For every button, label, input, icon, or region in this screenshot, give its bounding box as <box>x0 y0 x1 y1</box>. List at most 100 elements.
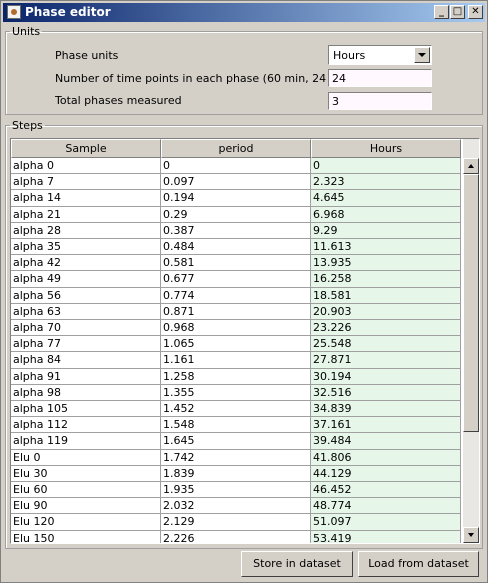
minimize-button[interactable]: _ <box>434 5 449 19</box>
cell-period[interactable]: 0.484 <box>161 239 311 256</box>
table-row[interactable]: alpha 77 1.065 25.548 <box>11 336 461 353</box>
table-row[interactable]: Elu 60 1.935 46.452 <box>11 482 461 499</box>
table-row[interactable]: Elu 150 2.226 53.419 <box>11 530 461 543</box>
cell-period[interactable]: 1.935 <box>161 482 311 499</box>
cell-hours[interactable]: 44.129 <box>311 465 461 482</box>
cell-hours[interactable]: 23.226 <box>311 320 461 337</box>
cell-period[interactable]: 2.226 <box>161 530 311 543</box>
cell-sample[interactable]: alpha 84 <box>11 352 161 369</box>
cell-sample[interactable]: alpha 42 <box>11 255 161 272</box>
table-row[interactable]: alpha 70 0.968 23.226 <box>11 320 461 337</box>
cell-hours[interactable]: 16.258 <box>311 271 461 288</box>
table-row[interactable]: alpha 14 0.194 4.645 <box>11 190 461 207</box>
load-from-dataset-button[interactable]: Load from dataset <box>358 551 479 577</box>
cell-hours[interactable]: 0 <box>311 158 461 175</box>
cell-hours[interactable]: 37.161 <box>311 417 461 434</box>
cell-hours[interactable]: 6.968 <box>311 206 461 223</box>
vertical-scrollbar[interactable] <box>463 139 479 543</box>
cell-sample[interactable]: alpha 35 <box>11 239 161 256</box>
title-bar[interactable]: Phase editor _ □ ✕ <box>3 3 485 22</box>
column-header-sample[interactable]: Sample <box>11 139 161 158</box>
cell-sample[interactable]: Elu 60 <box>11 482 161 499</box>
cell-period[interactable]: 1.258 <box>161 368 311 385</box>
cell-hours[interactable]: 48.774 <box>311 498 461 515</box>
close-button[interactable]: ✕ <box>468 5 483 19</box>
cell-sample[interactable]: Elu 120 <box>11 514 161 531</box>
cell-period[interactable]: 2.032 <box>161 498 311 515</box>
time-points-input[interactable]: 24 <box>328 69 432 87</box>
cell-hours[interactable]: 4.645 <box>311 190 461 207</box>
cell-period[interactable]: 1.452 <box>161 401 311 418</box>
cell-hours[interactable]: 34.839 <box>311 401 461 418</box>
cell-period[interactable]: 0.097 <box>161 174 311 191</box>
cell-period[interactable]: 0.581 <box>161 255 311 272</box>
cell-sample[interactable]: Elu 0 <box>11 449 161 466</box>
cell-sample[interactable]: Elu 30 <box>11 465 161 482</box>
cell-sample[interactable]: alpha 98 <box>11 384 161 401</box>
table-row[interactable]: alpha 84 1.161 27.871 <box>11 352 461 369</box>
phase-units-dropdown[interactable]: Hours <box>328 45 432 65</box>
cell-period[interactable]: 1.645 <box>161 433 311 450</box>
cell-sample[interactable]: alpha 21 <box>11 206 161 223</box>
table-row[interactable]: alpha 56 0.774 18.581 <box>11 287 461 304</box>
table-row[interactable]: alpha 42 0.581 13.935 <box>11 255 461 272</box>
cell-hours[interactable]: 2.323 <box>311 174 461 191</box>
cell-hours[interactable]: 11.613 <box>311 239 461 256</box>
cell-period[interactable]: 1.548 <box>161 417 311 434</box>
cell-hours[interactable]: 30.194 <box>311 368 461 385</box>
cell-period[interactable]: 0.774 <box>161 287 311 304</box>
table-row[interactable]: alpha 21 0.29 6.968 <box>11 206 461 223</box>
table-row[interactable]: alpha 63 0.871 20.903 <box>11 303 461 320</box>
cell-sample[interactable]: alpha 77 <box>11 336 161 353</box>
cell-hours[interactable]: 18.581 <box>311 287 461 304</box>
cell-sample[interactable]: alpha 28 <box>11 222 161 239</box>
cell-period[interactable]: 0.29 <box>161 206 311 223</box>
cell-hours[interactable]: 27.871 <box>311 352 461 369</box>
cell-period[interactable]: 1.742 <box>161 449 311 466</box>
cell-sample[interactable]: alpha 105 <box>11 401 161 418</box>
cell-hours[interactable]: 32.516 <box>311 384 461 401</box>
cell-hours[interactable]: 25.548 <box>311 336 461 353</box>
cell-hours[interactable]: 46.452 <box>311 482 461 499</box>
table-row[interactable]: alpha 98 1.355 32.516 <box>11 384 461 401</box>
scroll-down-button[interactable] <box>463 527 479 543</box>
maximize-button[interactable]: □ <box>450 5 465 19</box>
cell-hours[interactable]: 39.484 <box>311 433 461 450</box>
cell-period[interactable]: 2.129 <box>161 514 311 531</box>
cell-period[interactable]: 0.387 <box>161 222 311 239</box>
table-row[interactable]: Elu 30 1.839 44.129 <box>11 465 461 482</box>
cell-sample[interactable]: alpha 7 <box>11 174 161 191</box>
cell-sample[interactable]: Elu 90 <box>11 498 161 515</box>
table-row[interactable]: alpha 105 1.452 34.839 <box>11 401 461 418</box>
cell-hours[interactable]: 13.935 <box>311 255 461 272</box>
cell-sample[interactable]: alpha 14 <box>11 190 161 207</box>
scroll-up-button[interactable] <box>463 158 479 174</box>
store-in-dataset-button[interactable]: Store in dataset <box>241 551 353 577</box>
cell-period[interactable]: 0.677 <box>161 271 311 288</box>
cell-sample[interactable]: alpha 91 <box>11 368 161 385</box>
cell-sample[interactable]: alpha 56 <box>11 287 161 304</box>
cell-sample[interactable]: alpha 70 <box>11 320 161 337</box>
cell-hours[interactable]: 41.806 <box>311 449 461 466</box>
cell-period[interactable]: 1.161 <box>161 352 311 369</box>
table-row[interactable]: alpha 49 0.677 16.258 <box>11 271 461 288</box>
cell-period[interactable]: 0.968 <box>161 320 311 337</box>
total-phases-input[interactable]: 3 <box>328 92 432 110</box>
column-header-hours[interactable]: Hours <box>311 139 461 158</box>
cell-sample[interactable]: alpha 119 <box>11 433 161 450</box>
cell-sample[interactable]: alpha 112 <box>11 417 161 434</box>
cell-period[interactable]: 1.355 <box>161 384 311 401</box>
cell-hours[interactable]: 20.903 <box>311 303 461 320</box>
cell-period[interactable]: 0.871 <box>161 303 311 320</box>
cell-sample[interactable]: alpha 63 <box>11 303 161 320</box>
cell-hours[interactable]: 51.097 <box>311 514 461 531</box>
table-row[interactable]: alpha 112 1.548 37.161 <box>11 417 461 434</box>
cell-sample[interactable]: Elu 150 <box>11 530 161 543</box>
cell-period[interactable]: 0 <box>161 158 311 175</box>
table-row[interactable]: alpha 35 0.484 11.613 <box>11 239 461 256</box>
cell-sample[interactable]: alpha 0 <box>11 158 161 175</box>
cell-sample[interactable]: alpha 49 <box>11 271 161 288</box>
column-header-period[interactable]: period <box>161 139 311 158</box>
cell-period[interactable]: 1.839 <box>161 465 311 482</box>
